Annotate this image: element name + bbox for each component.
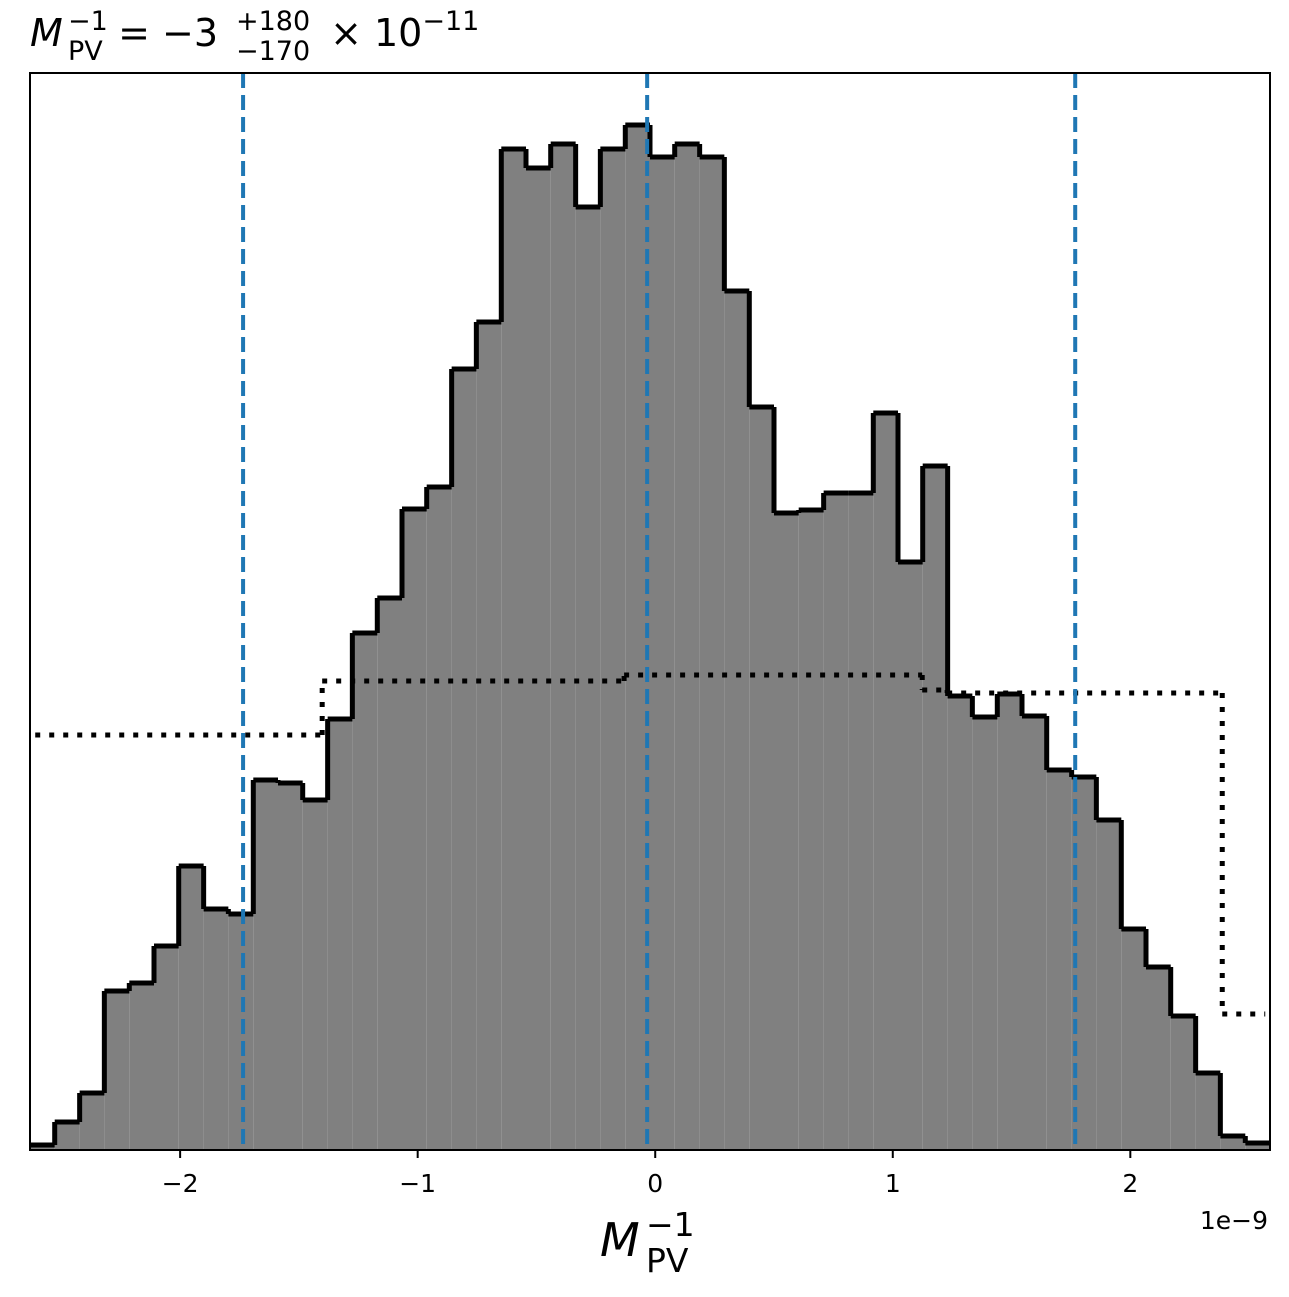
bar	[972, 717, 998, 1150]
bar	[377, 598, 402, 1150]
x-label-sub: PV	[646, 1241, 689, 1280]
x-tick-label: −2	[162, 1169, 199, 1198]
x-axis-label: M −1 PV	[600, 1205, 695, 1280]
bar	[104, 991, 130, 1150]
title-upper: +180	[236, 6, 310, 37]
bar	[650, 157, 675, 1150]
bar	[674, 144, 700, 1150]
x-tick-label: 0	[647, 1169, 663, 1198]
bar	[699, 157, 725, 1150]
bar	[327, 719, 353, 1150]
bar	[154, 946, 179, 1150]
bar	[253, 780, 278, 1150]
bar	[848, 493, 874, 1150]
bar	[1096, 820, 1122, 1150]
title-eq: = −3	[106, 11, 218, 55]
title-sub: PV	[68, 36, 103, 67]
bar	[922, 466, 948, 1150]
bar	[873, 413, 898, 1150]
bar	[402, 509, 427, 1150]
bar	[203, 909, 229, 1150]
offset-label: 1e−9	[1200, 1206, 1268, 1235]
bar	[476, 322, 502, 1150]
bar	[1170, 1016, 1196, 1150]
x-label-symbol: M	[600, 1213, 640, 1267]
bar	[129, 983, 154, 1150]
bar	[774, 513, 799, 1150]
bar	[600, 149, 626, 1150]
bar	[178, 866, 204, 1150]
plot-frame	[29, 72, 1271, 1151]
bar	[79, 1093, 105, 1150]
bar	[1146, 967, 1171, 1150]
bar	[451, 369, 477, 1150]
bar	[898, 562, 923, 1150]
bar	[1195, 1073, 1221, 1150]
bar	[526, 168, 551, 1150]
bar	[997, 694, 1022, 1150]
x-label-sup: −1	[646, 1205, 695, 1244]
bar	[228, 914, 254, 1150]
bar	[1046, 770, 1072, 1150]
bar	[1121, 929, 1146, 1150]
bar	[798, 510, 824, 1150]
bar	[1220, 1136, 1246, 1150]
bar	[278, 783, 303, 1150]
chart-title: M −1 PV = −3 +180 −170 × 10−11	[30, 6, 479, 67]
title-times: × 10	[318, 11, 422, 55]
x-tick-label: −1	[399, 1169, 436, 1198]
bar	[426, 487, 452, 1150]
bar	[947, 696, 973, 1150]
x-tick-label: 2	[1122, 1169, 1138, 1198]
bar	[550, 144, 576, 1150]
bar	[1022, 716, 1047, 1150]
bar	[501, 149, 526, 1150]
bar	[302, 800, 328, 1150]
bar	[575, 207, 601, 1150]
bar	[1245, 1143, 1270, 1150]
bar	[54, 1122, 80, 1150]
title-lower: −170	[236, 36, 310, 67]
title-symbol: M	[30, 11, 63, 55]
bar	[749, 407, 774, 1150]
x-tick-label: 1	[885, 1169, 901, 1198]
title-exp: −11	[422, 6, 479, 37]
bar	[724, 291, 750, 1150]
bar	[352, 633, 378, 1150]
bar	[823, 493, 849, 1150]
title-sup: −1	[68, 6, 108, 37]
